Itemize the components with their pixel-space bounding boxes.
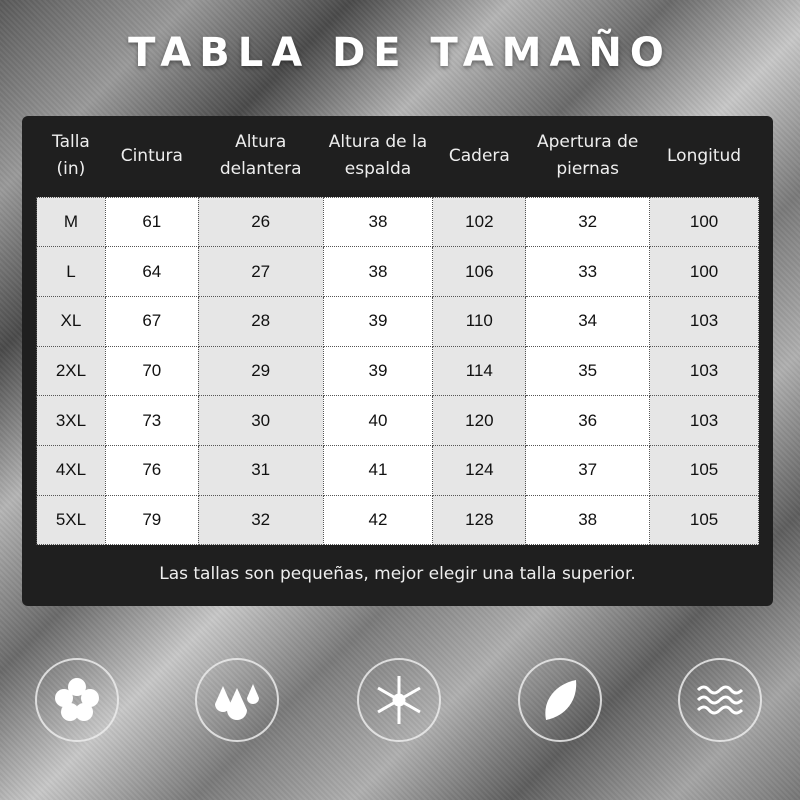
column-header: Cintura [120, 145, 183, 166]
size-cell: 2XL [36, 345, 106, 397]
column-header: Altura de la espalda [328, 132, 428, 180]
measurement-cell: 37 [525, 444, 651, 496]
measurement-cell: 38 [322, 196, 434, 248]
measurement-cell: 35 [525, 345, 651, 397]
size-cell: XL [36, 295, 106, 347]
waves-icon [678, 658, 762, 742]
measurement-cell: 76 [104, 444, 199, 496]
measurement-cell: 30 [197, 395, 324, 446]
size-cell: M [36, 196, 106, 248]
column-header: Altura delantera [219, 132, 302, 180]
measurement-cell: 32 [525, 196, 651, 248]
measurement-cell: 38 [525, 494, 651, 546]
measurement-cell: 64 [104, 246, 199, 297]
measurement-cell: 31 [197, 444, 324, 496]
measurement-cell: 124 [432, 444, 527, 496]
measurement-cell: 128 [432, 494, 527, 546]
water-drops-icon [195, 658, 279, 742]
measurement-cell: 70 [104, 345, 199, 397]
table-row: XL 67 28 39 110 34 103 [36, 295, 759, 347]
measurement-cell: 106 [432, 246, 527, 297]
size-table: Talla (in) Cintura Altura delantera Altura de… [36, 116, 759, 546]
measurement-cell: 114 [432, 345, 527, 397]
measurement-cell: 27 [197, 246, 324, 297]
measurement-cell: 79 [104, 494, 199, 546]
table-row: M 61 26 38 102 32 100 [36, 196, 759, 248]
measurement-cell: 26 [197, 196, 324, 248]
table-row: L 64 27 38 106 33 100 [36, 246, 759, 297]
measurement-cell: 105 [649, 494, 759, 546]
table-row: 4XL 76 31 41 124 37 105 [36, 444, 759, 496]
page-title: TABLA DE TAMAÑO [128, 30, 672, 76]
measurement-cell: 28 [197, 295, 324, 347]
measurement-cell: 39 [322, 295, 434, 347]
column-header: Longitud [667, 145, 742, 166]
leaf-icon [518, 658, 602, 742]
size-cell: L [36, 246, 106, 297]
size-note: Las tallas son pequeñas, mejor elegir un… [159, 564, 636, 584]
size-cell: 4XL [36, 444, 106, 496]
table-row: 5XL 79 32 42 128 38 105 [36, 494, 759, 546]
measurement-cell: 32 [197, 494, 324, 546]
column-header: Apertura de piernas [537, 132, 639, 180]
size-cell: 5XL [36, 494, 106, 546]
measurement-cell: 73 [104, 395, 199, 446]
measurement-cell: 105 [649, 444, 759, 496]
measurement-cell: 36 [525, 395, 651, 446]
measurement-cell: 100 [649, 246, 759, 297]
measurement-cell: 40 [322, 395, 434, 446]
size-cell: 3XL [36, 395, 106, 446]
measurement-cell: 110 [432, 295, 527, 347]
measurement-cell: 103 [649, 345, 759, 397]
column-header: Cadera [448, 145, 510, 166]
measurement-cell: 39 [322, 345, 434, 397]
measurement-cell: 67 [104, 295, 199, 347]
size-chart-panel: Talla (in) Cintura Altura delantera Altura de… [22, 116, 773, 606]
table-row: 2XL 70 29 39 114 35 103 [36, 345, 759, 397]
clover-icon [35, 658, 119, 742]
table-row: 3XL 73 30 40 120 36 103 [36, 395, 759, 446]
measurement-cell: 120 [432, 395, 527, 446]
measurement-cell: 38 [322, 246, 434, 297]
measurement-cell: 42 [322, 494, 434, 546]
measurement-cell: 103 [649, 395, 759, 446]
measurement-cell: 61 [104, 196, 199, 248]
measurement-cell: 41 [322, 444, 434, 496]
snowflake-icon [357, 658, 441, 742]
measurement-cell: 100 [649, 196, 759, 248]
measurement-cell: 103 [649, 295, 759, 347]
column-header: Talla (in) [52, 132, 90, 180]
measurement-cell: 29 [197, 345, 324, 397]
measurement-cell: 102 [432, 196, 527, 248]
measurement-cell: 33 [525, 246, 651, 297]
measurement-cell: 34 [525, 295, 651, 347]
